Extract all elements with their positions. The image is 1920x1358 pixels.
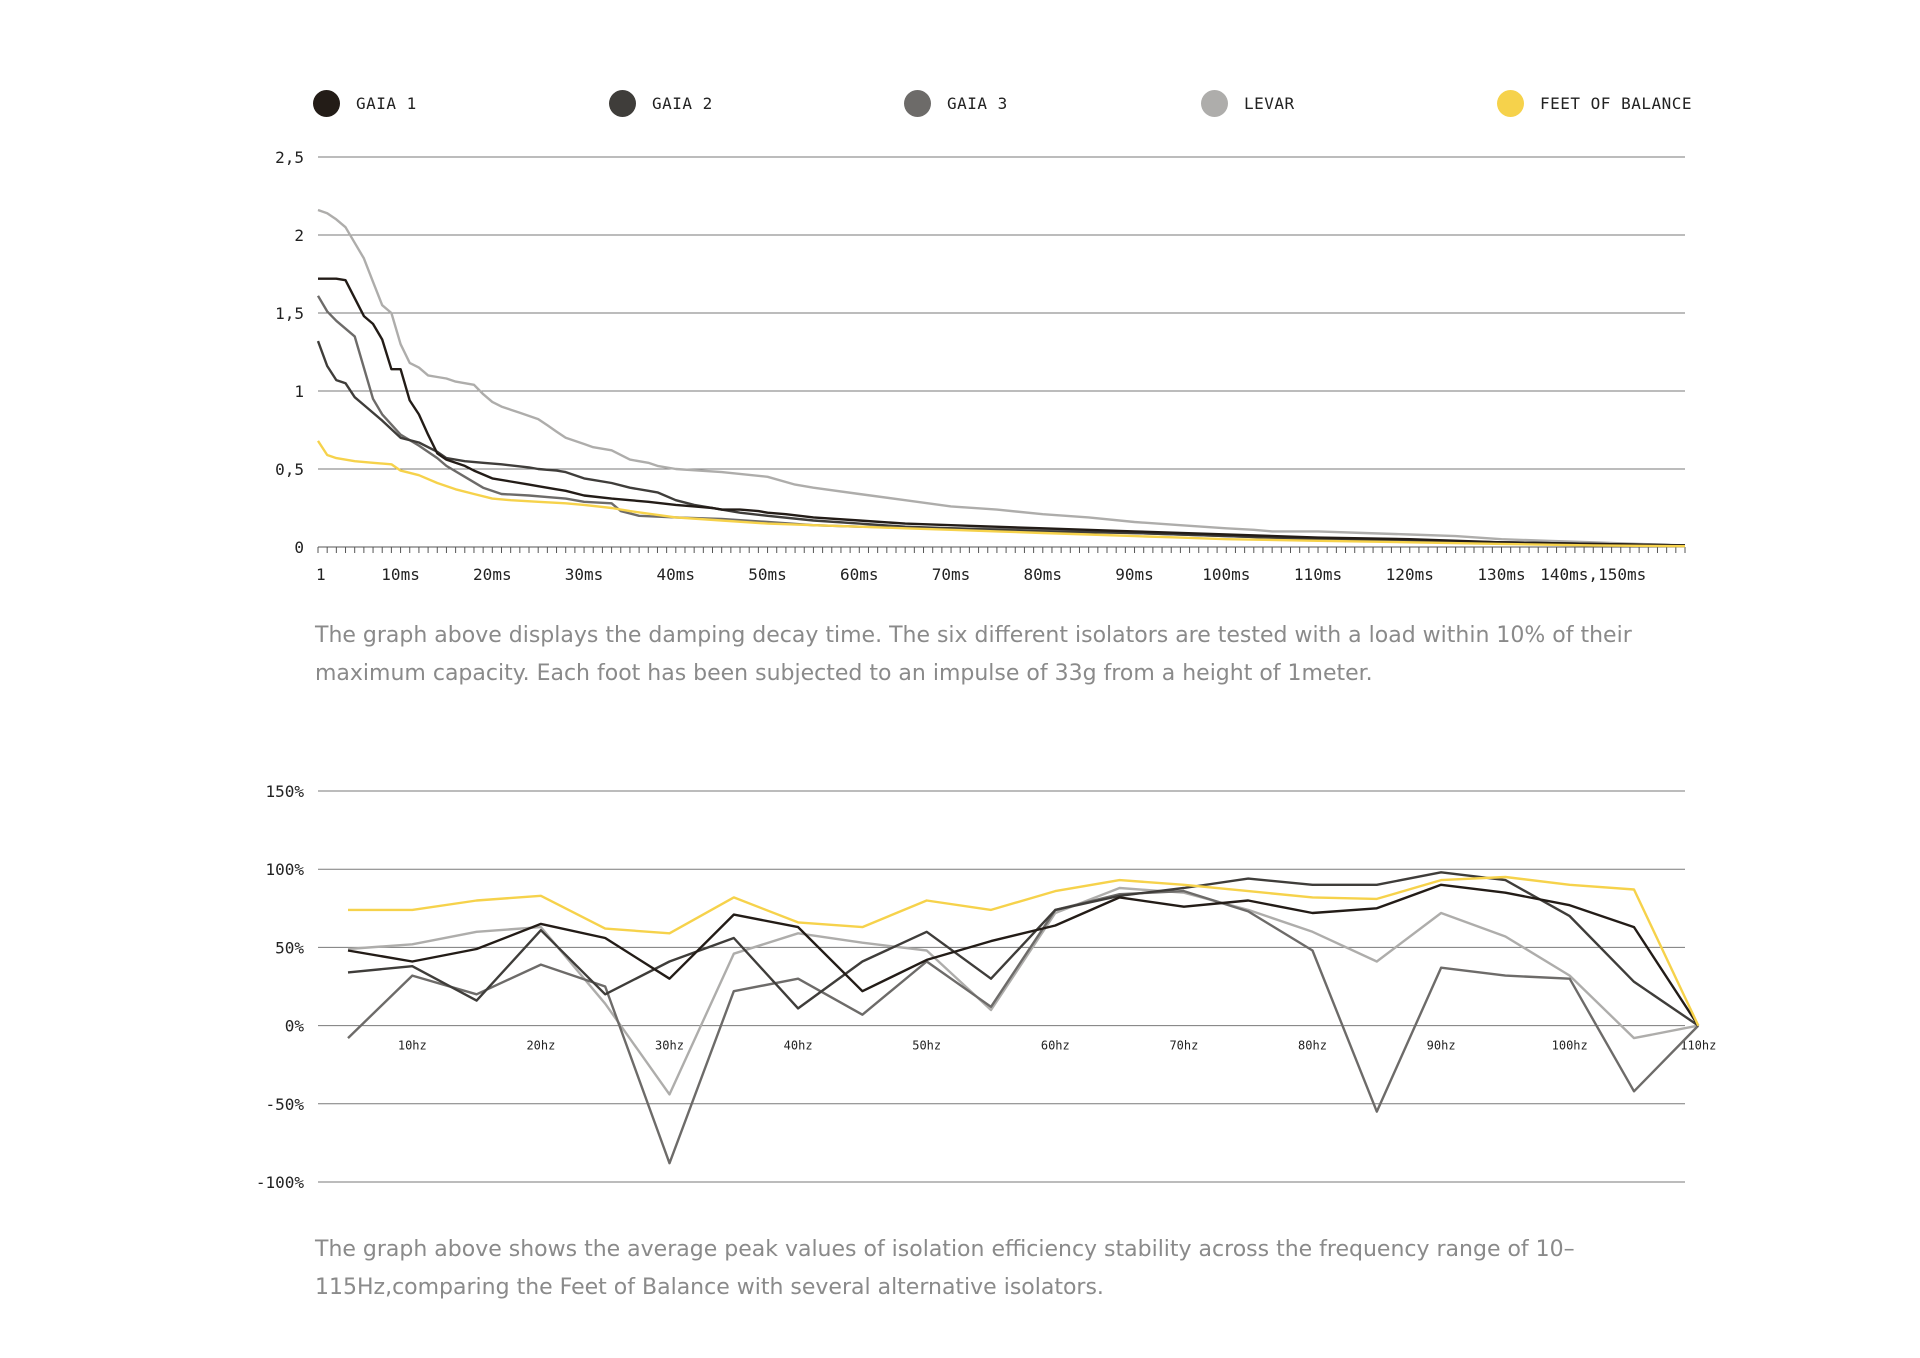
x-tick-label: 60hz xyxy=(1041,1039,1070,1053)
legend-swatch-gaia-1 xyxy=(313,89,340,117)
x-tick-label: 10hz xyxy=(398,1039,427,1053)
y-tick-label: 0% xyxy=(285,1017,305,1036)
x-tick-label: 70ms xyxy=(932,565,971,584)
x-tick-label: 100hz xyxy=(1552,1039,1588,1053)
legend-label-feet-of-balance: FEET OF BALANCE xyxy=(1540,93,1692,113)
x-tick-label: 1 xyxy=(316,565,326,584)
legend-swatch-gaia-2 xyxy=(609,89,636,117)
y-tick-label: 2 xyxy=(294,226,304,245)
legend-label-gaia-3: GAIA 3 xyxy=(947,93,1008,113)
series-line-levar xyxy=(347,886,1699,1096)
series-line-gaia-2 xyxy=(347,871,1699,1027)
x-tick-label: 40ms xyxy=(657,565,696,584)
series-line-gaia-2 xyxy=(316,340,1686,547)
y-tick-label: 1 xyxy=(294,382,304,401)
legend-item-levar: LEVAR xyxy=(1201,88,1295,118)
x-tick-label: 100ms xyxy=(1202,565,1250,584)
x-tick-label: 80hz xyxy=(1298,1039,1327,1053)
x-tick-label: 70hz xyxy=(1169,1039,1198,1053)
x-tick-label: 40hz xyxy=(784,1039,813,1053)
x-tick-label: 10ms xyxy=(381,565,420,584)
efficiency-chart-caption: The graph above shows the average peak v… xyxy=(315,1237,1575,1300)
decay-time-chart: 00,511,522,51 10ms 20ms 30ms 40ms 50ms 60ms 70m… xyxy=(275,148,1686,584)
legend-label-levar: LEVAR xyxy=(1244,93,1295,113)
x-tick-label: 140ms,150ms xyxy=(1540,565,1646,584)
x-tick-label: 130ms xyxy=(1477,565,1525,584)
legend-item-gaia-2: GAIA 2 xyxy=(609,88,713,118)
x-tick-label: 20hz xyxy=(526,1039,555,1053)
series-line-gaia-1 xyxy=(318,277,1686,547)
x-tick-label: 60ms xyxy=(840,565,879,584)
legend-item-gaia-3: GAIA 3 xyxy=(904,88,1008,118)
decay-chart-caption: The graph above displays the damping dec… xyxy=(315,623,1632,686)
x-tick-label: 30ms xyxy=(565,565,604,584)
y-tick-label: 1,5 xyxy=(275,304,304,323)
y-tick-label: -50% xyxy=(265,1095,304,1114)
x-tick-label: 90ms xyxy=(1115,565,1154,584)
x-tick-label: 110hz xyxy=(1680,1039,1716,1053)
y-tick-label: 150% xyxy=(265,782,304,801)
legend-swatch-levar xyxy=(1201,89,1228,117)
series-line-feet-of-balance xyxy=(316,440,1686,548)
series-line-gaia-1 xyxy=(347,883,1700,1027)
x-tick-label: 30hz xyxy=(655,1039,684,1053)
x-tick-label: 120ms xyxy=(1386,565,1434,584)
series-line-levar xyxy=(317,208,1686,547)
y-tick-label: -100% xyxy=(256,1173,305,1192)
x-tick-label: 50ms xyxy=(748,565,787,584)
legend-item-feet-of-balance: FEET OF BALANCE xyxy=(1497,88,1692,118)
isolation-efficiency-chart: -100% -50% 0% 50% 100% 150% 10hz 20hz 30hz 40hz 50… xyxy=(256,782,1717,1192)
legend-swatch-gaia-3 xyxy=(904,89,931,117)
x-tick-label: 90hz xyxy=(1427,1039,1456,1053)
y-tick-label: 0,5 xyxy=(275,460,304,479)
legend-item-gaia-1: GAIA 1 xyxy=(313,88,417,118)
series-line-feet-of-balance xyxy=(348,875,1700,1027)
legend-swatch-feet-of-balance xyxy=(1497,89,1524,117)
y-tick-label: 2,5 xyxy=(275,148,304,167)
x-tick-label: 20ms xyxy=(473,565,512,584)
y-tick-label: 50% xyxy=(275,938,304,957)
legend-label-gaia-1: GAIA 1 xyxy=(356,93,417,113)
y-tick-label: 0 xyxy=(294,538,304,557)
series-line-gaia-3 xyxy=(347,889,1700,1165)
x-tick-label: 110ms xyxy=(1294,565,1342,584)
x-tick-label: 50hz xyxy=(912,1039,941,1053)
legend-label-gaia-2: GAIA 2 xyxy=(652,93,713,113)
y-tick-label: 100% xyxy=(265,860,304,879)
x-tick-label: 80ms xyxy=(1024,565,1063,584)
